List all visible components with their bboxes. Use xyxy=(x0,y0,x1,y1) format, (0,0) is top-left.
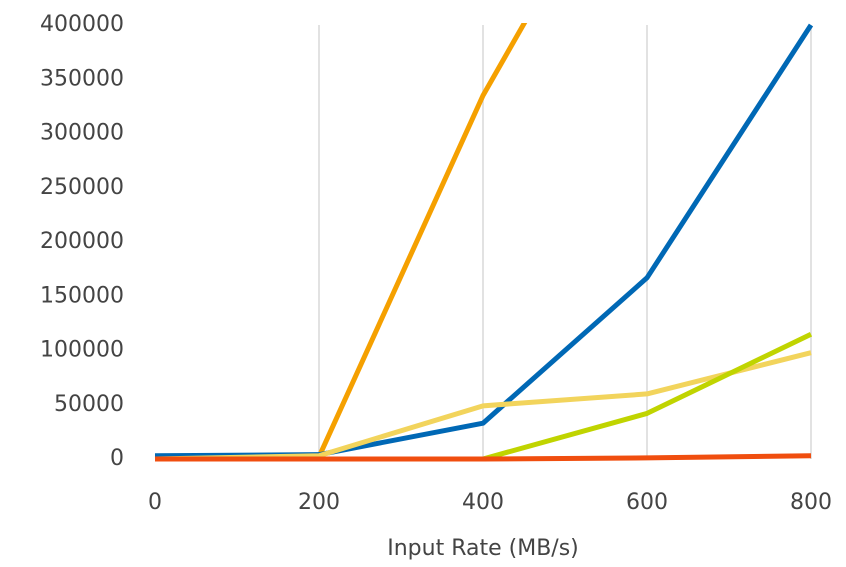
y-tick-label: 200000 xyxy=(40,229,124,254)
y-tick-label: 0 xyxy=(110,446,124,471)
y-tick-label: 150000 xyxy=(40,283,124,308)
y-tick-label: 100000 xyxy=(40,338,124,363)
x-tick-label: 200 xyxy=(298,490,340,515)
x-tick-label: 400 xyxy=(462,490,504,515)
y-tick-label: 250000 xyxy=(40,175,124,200)
series-line xyxy=(155,453,812,462)
x-tick-label: 0 xyxy=(148,490,162,515)
y-tick-label: 50000 xyxy=(54,392,124,417)
y-tick-label: 400000 xyxy=(40,12,124,37)
series-line xyxy=(482,331,813,462)
x-tick-label: 600 xyxy=(626,490,668,515)
y-tick-label: 300000 xyxy=(40,121,124,146)
x-axis-label: Input Rate (MB/s) xyxy=(387,536,579,561)
x-tick-label: 800 xyxy=(790,490,832,515)
y-tick-label: 350000 xyxy=(40,66,124,91)
